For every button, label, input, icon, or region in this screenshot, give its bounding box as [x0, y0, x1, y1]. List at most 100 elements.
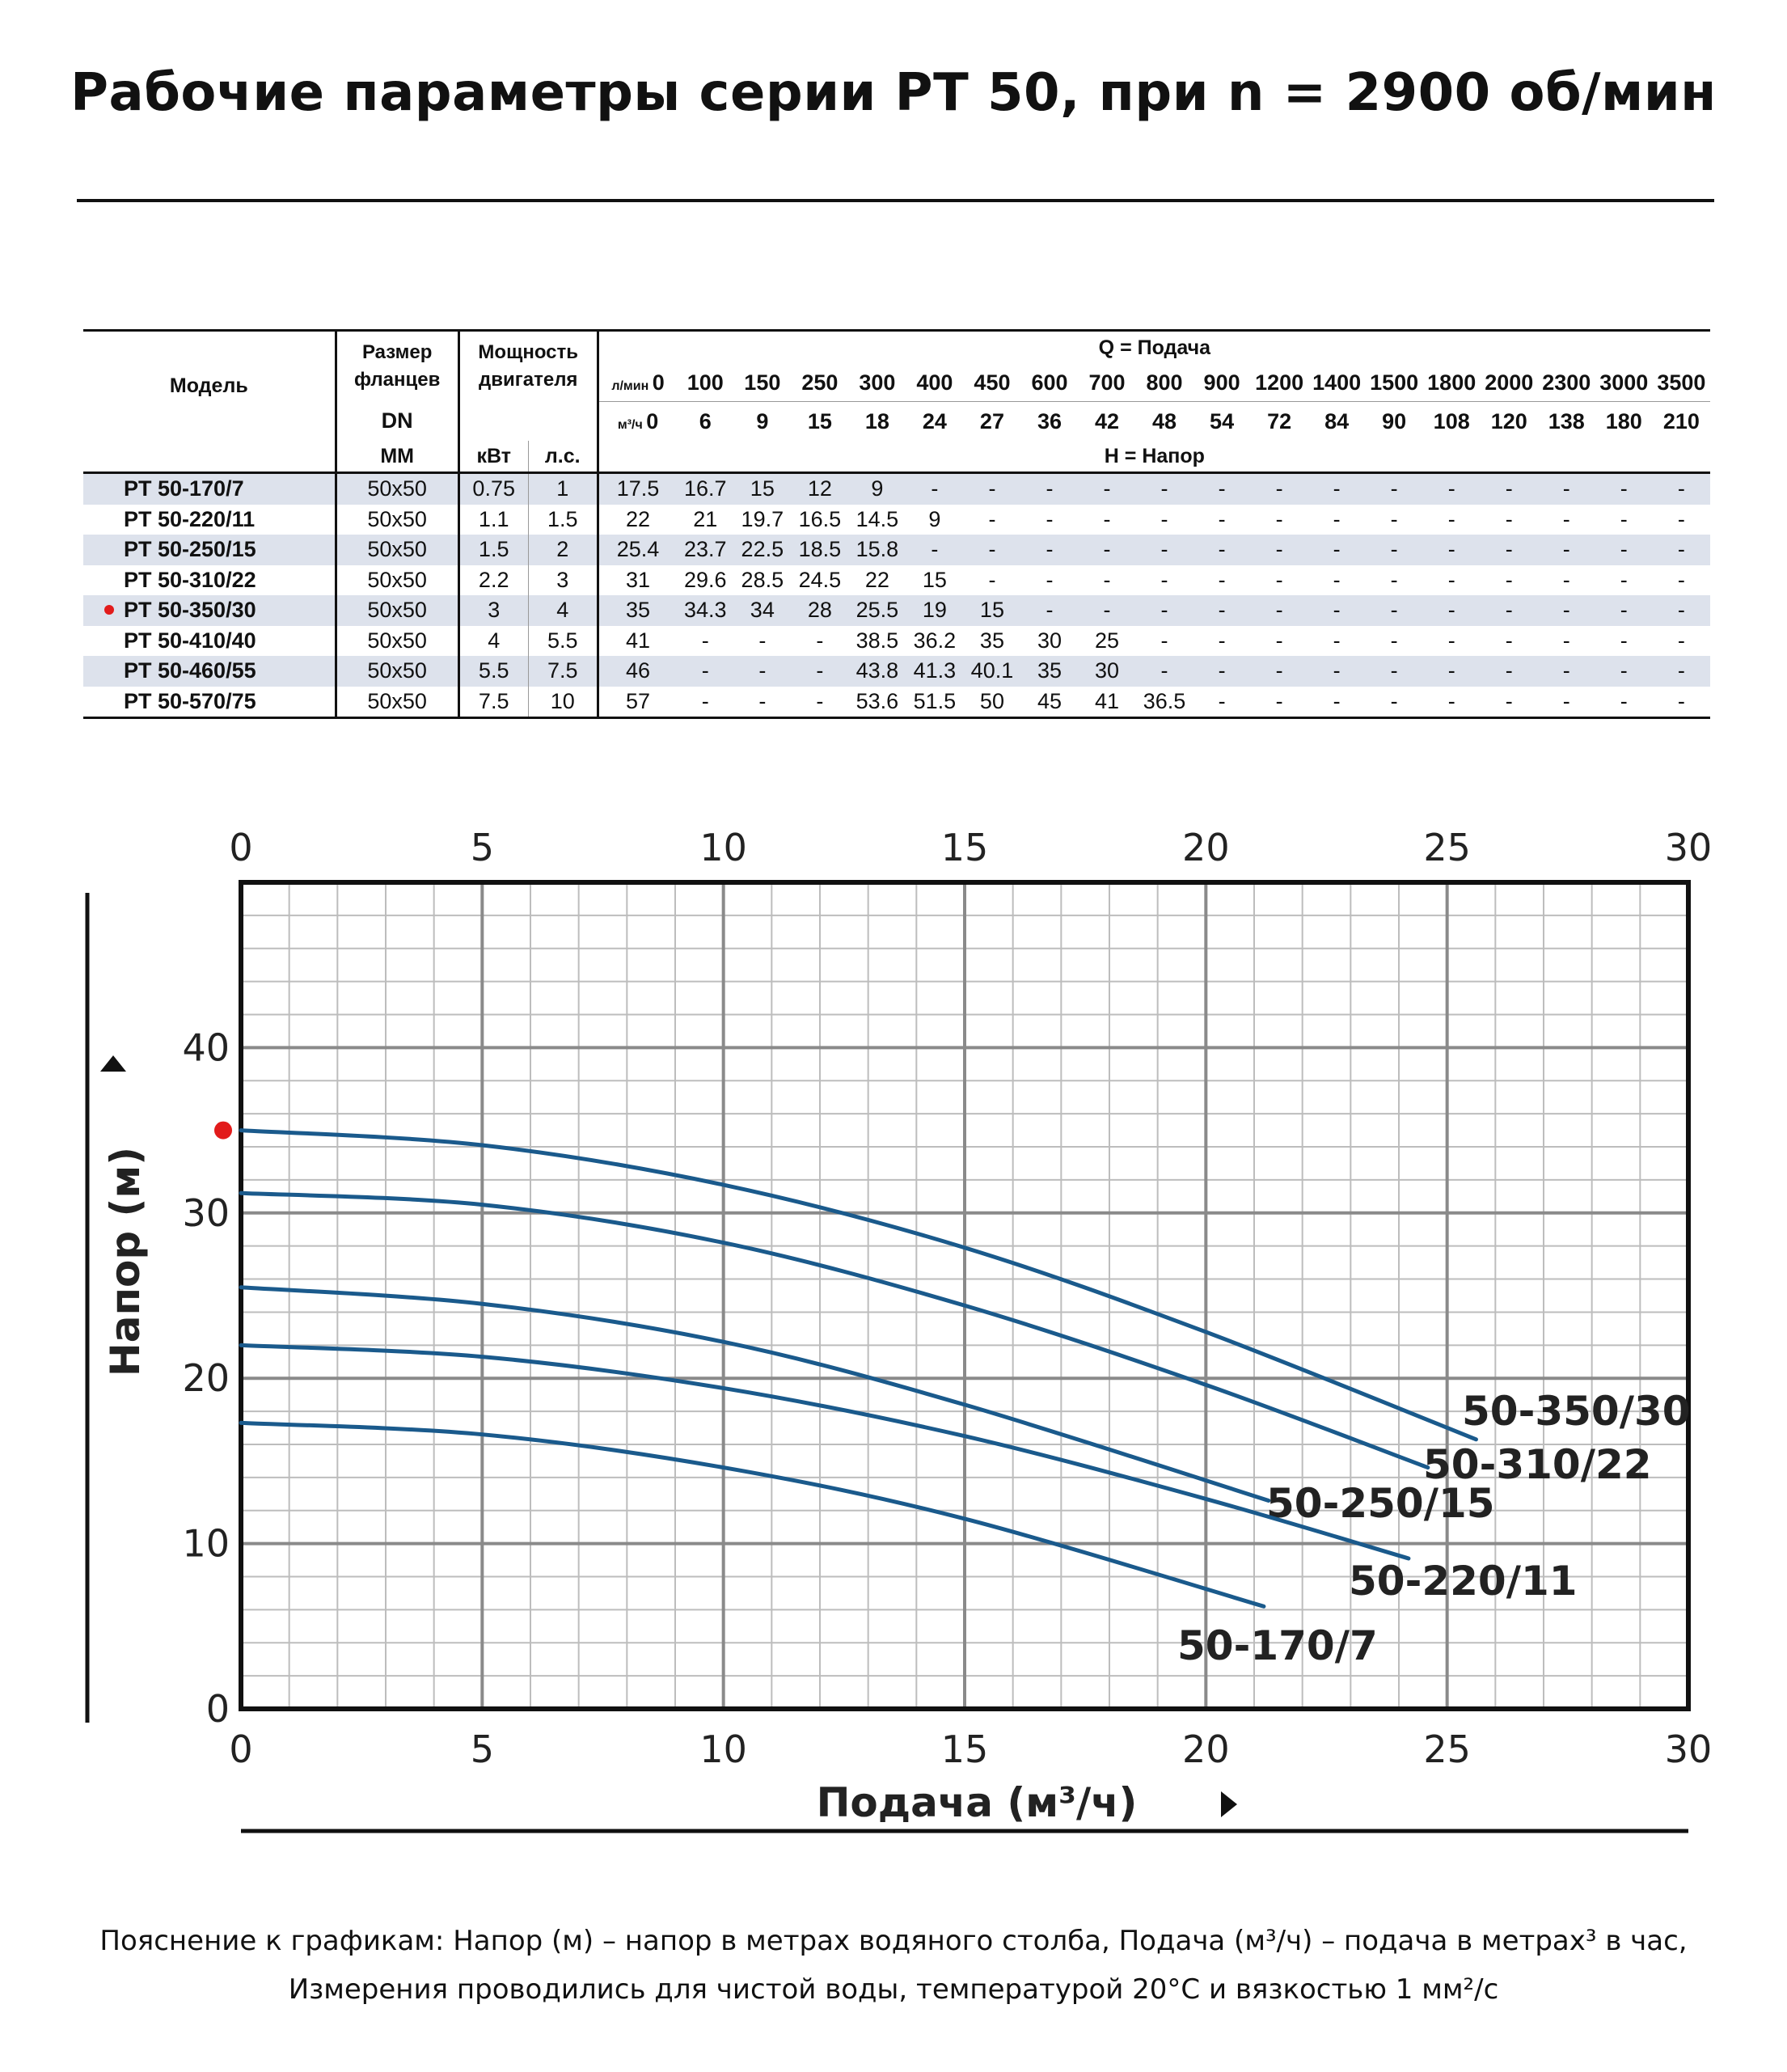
curve-label: 50-170/7 — [1177, 1622, 1378, 1669]
cell-head: - — [1620, 506, 1628, 531]
cell-head: - — [1250, 686, 1308, 719]
header-lmin-3000: 3000 — [1595, 364, 1653, 402]
cell-head: - — [1422, 656, 1481, 687]
cell-hp: 5.5 — [528, 625, 599, 656]
cell-head: - — [1537, 595, 1595, 626]
cell-head: - — [1620, 628, 1628, 653]
cell-head: - — [1250, 472, 1308, 505]
footnote-line-1: Пояснение к графикам: Напор (м) – напор … — [99, 1925, 1688, 1957]
header-m3h-27: 27 — [979, 408, 1004, 433]
header-h-label: H = Напор — [596, 441, 1710, 474]
cell-hp: 2 — [528, 535, 599, 565]
cell-head: - — [1308, 535, 1366, 565]
header-lmin-450: 450 — [963, 364, 1021, 402]
curve-50-350/30 — [239, 1128, 1478, 1442]
header-lmin-1400: 1400 — [1308, 364, 1366, 402]
cell-head: 15 — [963, 595, 1021, 626]
curve-label: 50-310/22 — [1423, 1441, 1652, 1488]
cell-head: 17.5 — [596, 472, 678, 505]
cell-head: 9 — [928, 506, 941, 531]
cell-head: - — [1537, 472, 1595, 505]
cell-head: - — [1103, 506, 1111, 531]
header-lmin-600: 600 — [1020, 364, 1079, 402]
header-model-blank — [83, 441, 337, 474]
cell-head: 18.5 — [791, 535, 849, 565]
cell-head: - — [1160, 506, 1168, 531]
cell-head: - — [791, 686, 849, 719]
cell-head: - — [906, 535, 964, 565]
cell-head: - — [1562, 628, 1570, 653]
header-lmin-900: 900 — [1193, 364, 1251, 402]
cell-head: - — [1218, 628, 1226, 653]
cell-dn: 50x50 — [336, 625, 460, 656]
cell-dn: 50x50 — [336, 656, 460, 687]
header-q-label: Q = Подача — [598, 329, 1710, 364]
table-row: PT 50-460/55 50x50 5.5 7.5 46- - -43.8 41.3 40.1… — [83, 656, 1710, 687]
header-lmin-100: 100 — [677, 364, 734, 402]
cell-head: - — [1308, 472, 1366, 505]
cell-head: - — [1365, 686, 1423, 719]
header-lmin-2300: 2300 — [1537, 364, 1595, 402]
y-tick: 40 — [182, 1025, 230, 1069]
footnote-line-2: Измерения проводились для чистой воды, т… — [288, 1973, 1499, 2006]
cell-dn: 50x50 — [336, 535, 460, 565]
cell-head: - — [1193, 656, 1251, 687]
cell-head: - — [677, 686, 734, 719]
cell-head: - — [1135, 472, 1193, 505]
cell-head: - — [1390, 628, 1398, 653]
curve-label: 50-250/15 — [1266, 1480, 1495, 1527]
cell-head: 36.5 — [1135, 686, 1193, 719]
cell-hp: 3 — [528, 565, 599, 595]
cell-head: 19 — [906, 595, 964, 626]
cell-kw: 4 — [458, 625, 529, 656]
x-tick-top: 5 — [471, 826, 494, 869]
cell-head: - — [1595, 472, 1653, 505]
header-m3h-180: 180 — [1605, 408, 1642, 433]
cell-model: PT 50-350/30 — [83, 595, 337, 626]
cell-head: 22.5 — [733, 535, 792, 565]
header-lmin-1500: 1500 — [1365, 364, 1423, 402]
cell-dn: 50x50 — [336, 565, 460, 595]
header-lmin-2000: 2000 — [1480, 364, 1538, 402]
header-m3h-6: 6 — [699, 408, 712, 433]
header-m3h-24: 24 — [922, 408, 947, 433]
table-row: PT 50-310/22 50x50 2.2 3 31 29.6 28.5 24.5 22 15 -… — [83, 565, 1710, 595]
header-m3h-9: 9 — [756, 408, 769, 433]
cell-head: 43.8 — [848, 656, 906, 687]
cell-head: 12 — [791, 472, 849, 505]
cell-model: PT 50-170/7 — [83, 472, 337, 505]
model-name: PT 50-350/30 — [124, 598, 256, 623]
header-lmin-150: 150 — [733, 364, 792, 402]
cell-dn: 50x50 — [336, 595, 460, 626]
cell-head: 21 — [693, 506, 718, 531]
curve-50-170/7 — [239, 1420, 1266, 1609]
header-dn: DN — [336, 401, 460, 441]
cell-head: 24.5 — [798, 567, 842, 592]
m3h-value: 0 — [646, 408, 659, 433]
cell-head: - — [701, 628, 709, 653]
cell-head: - — [1480, 656, 1538, 687]
x-tick-top: 0 — [229, 826, 252, 869]
cell-head: - — [1537, 686, 1595, 719]
curve-label: 50-220/11 — [1349, 1558, 1578, 1605]
selected-model-dot — [104, 605, 114, 615]
cell-head: - — [1135, 656, 1193, 687]
x-axis-arrow-icon — [1221, 1791, 1237, 1817]
cell-head: - — [1365, 472, 1423, 505]
x-tick-bottom: 25 — [1423, 1727, 1471, 1771]
cell-head: - — [1595, 686, 1653, 719]
cell-model: PT 50-570/75 — [83, 686, 337, 719]
cell-model: PT 50-220/11 — [83, 504, 337, 535]
cell-head: - — [733, 686, 792, 719]
x-tick-bottom: 5 — [471, 1727, 494, 1771]
table-row: PT 50-220/11 50x50 1.1 1.5 22 21 19.7 16.5 14.5 9… — [83, 504, 1710, 535]
x-tick-bottom: 10 — [699, 1727, 747, 1771]
table-row: PT 50-250/15 50x50 1.5 2 25.4 23.7 22.5 18.5 15.… — [83, 535, 1710, 565]
header-m3h-42: 42 — [1094, 408, 1120, 433]
cell-head: - — [1250, 656, 1308, 687]
table-row: PT 50-570/75 50x50 7.5 10 57- - -53.6 51.5 50 45 4… — [83, 686, 1710, 719]
cell-head: 34 — [733, 595, 792, 626]
cell-head: - — [1078, 595, 1136, 626]
cell-head: 41 — [596, 625, 678, 656]
cell-head: 34.3 — [677, 595, 734, 626]
